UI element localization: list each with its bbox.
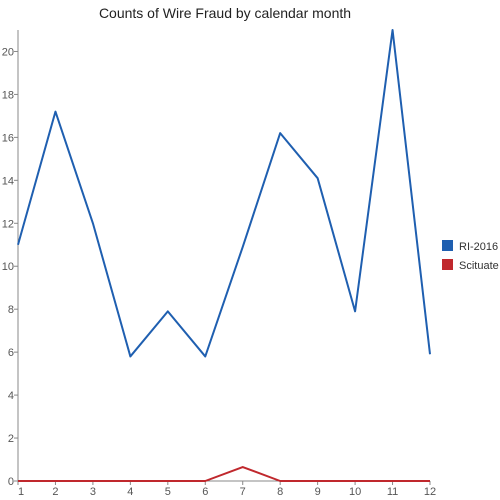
y-tick-label: 20 (2, 46, 14, 58)
legend-label: RI-2016 (459, 241, 498, 253)
y-tick-label: 8 (8, 304, 14, 316)
x-tick-label: 11 (387, 486, 398, 498)
y-tick-label: 10 (2, 261, 14, 273)
x-tick-label: 7 (240, 486, 246, 498)
legend-swatch (442, 259, 453, 270)
y-axis: 0 2 4 6 8 10 12 14 16 18 20 (2, 30, 19, 488)
x-tick-label: 6 (202, 486, 208, 498)
x-tick-label: 2 (52, 486, 58, 498)
y-tick-label: 4 (8, 390, 14, 402)
y-tick-label: 12 (2, 218, 14, 230)
x-tick-label: 3 (90, 486, 96, 498)
series-lines (17, 29, 431, 482)
legend-swatch (442, 240, 453, 251)
x-tick-label: 12 (424, 486, 436, 498)
x-tick-label: 9 (315, 486, 321, 498)
x-tick-label: 4 (127, 486, 133, 498)
x-tick-label: 10 (349, 486, 361, 498)
legend: RI-2016 Scituate (442, 240, 499, 272)
legend-label: Scituate (459, 260, 499, 272)
series-line-ri-2016 (17, 29, 431, 358)
y-tick-label: 0 (8, 476, 14, 488)
y-tick-label: 18 (2, 89, 14, 101)
series-line-scituate (18, 466, 430, 482)
y-tick-label: 16 (2, 132, 14, 144)
x-axis: 1 2 3 4 5 6 7 8 9 10 11 12 (17, 480, 436, 498)
x-tick-label: 5 (165, 486, 171, 498)
chart-title: Counts of Wire Fraud by calendar month (99, 5, 351, 21)
y-tick-label: 6 (8, 347, 14, 359)
x-tick-label: 8 (277, 486, 283, 498)
y-tick-label: 2 (8, 433, 14, 445)
y-tick-label: 14 (2, 175, 14, 187)
x-tick-label: 1 (18, 486, 24, 498)
